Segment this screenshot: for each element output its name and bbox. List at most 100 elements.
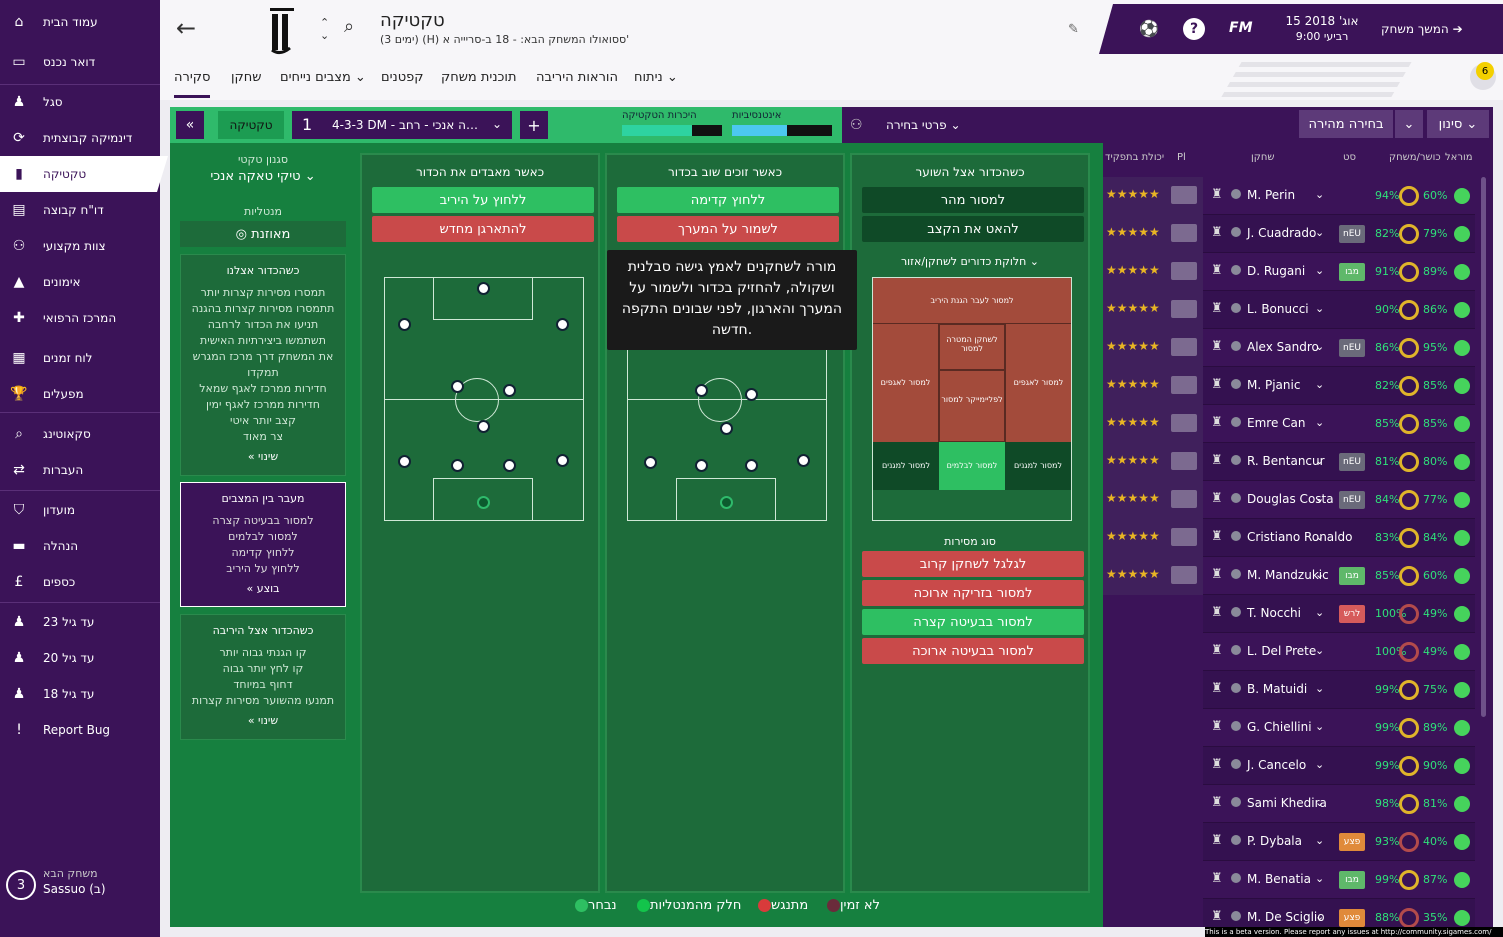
counter-button[interactable]: ללחוץ קדימה — [617, 187, 839, 213]
sidebar-item-medical[interactable]: ✚ המרכז הרפואי — [0, 300, 160, 336]
header-morale[interactable]: מוראל — [1445, 152, 1473, 163]
sidebar-item-report-bug[interactable]: ! Report Bug — [0, 712, 160, 748]
sidebar-item-u23[interactable]: ♟ עד גיל 23 — [0, 604, 160, 640]
info-icon[interactable] — [1231, 759, 1241, 769]
info-icon[interactable] — [1231, 341, 1241, 351]
info-icon[interactable] — [1231, 455, 1241, 465]
player-name[interactable]: J. Cancelo — [1247, 758, 1307, 772]
table-row[interactable]: ★★★★★ ♜ M. Perin ⌄ 94% 60% — [1103, 177, 1475, 215]
chevron-down-icon[interactable]: ⌄ — [1315, 644, 1325, 657]
table-row[interactable]: ♜ M. Benatia ⌄ מבו 99% 87% — [1103, 861, 1475, 899]
header-role-ability[interactable]: יכולת בתפקיד — [1105, 152, 1165, 163]
position-toggle-icon[interactable] — [1171, 300, 1197, 318]
chevron-down-icon[interactable]: ⌄ — [1315, 758, 1325, 771]
sidebar-item-staff[interactable]: ⚇ צוות מקצועי — [0, 228, 160, 264]
add-tactic-button[interactable]: + — [520, 111, 548, 139]
chevron-down-icon[interactable]: ⌄ — [1315, 454, 1325, 467]
table-row[interactable]: ♜ L. Del Prete ⌄ 100% 49% — [1103, 633, 1475, 671]
back-arrow-icon[interactable]: ← — [176, 14, 197, 42]
player-name[interactable]: D. Rugani — [1247, 264, 1306, 278]
chevron-down-icon[interactable]: ⌄ — [1315, 226, 1325, 239]
position-toggle-icon[interactable] — [1171, 566, 1197, 584]
position-toggle-icon[interactable] — [1171, 528, 1197, 546]
transition-card[interactable]: מעבר בין המצבים למסור בבעיטה קצרה למסור ל… — [180, 482, 346, 607]
collapse-icon[interactable]: « — [176, 111, 204, 139]
quick-pick-button[interactable]: בחירה מהירה — [1299, 110, 1393, 138]
chevron-down-icon[interactable]: ⌄ — [1315, 264, 1325, 277]
sidebar-item-training[interactable]: ▲ אימונים — [0, 264, 160, 300]
chevron-down-icon[interactable]: ⌄ — [1315, 378, 1325, 391]
table-row[interactable]: ★★★★★ ♜ R. Bentancur ⌄ nEU 81% 80% — [1103, 443, 1475, 481]
player-name[interactable]: B. Matuidi — [1247, 682, 1308, 696]
tab-captains[interactable]: קפטנים — [381, 70, 424, 85]
info-icon[interactable] — [1231, 227, 1241, 237]
table-row[interactable]: ★★★★★ ♜ M. Mandzukic ⌄ מבו 85% 60% — [1103, 557, 1475, 595]
filter-button[interactable]: סינון ⌄ — [1427, 110, 1489, 138]
slow-pace-button[interactable]: להאט את הקצב — [862, 216, 1084, 242]
sidebar-item-home[interactable]: ⌂ עמוד הבית — [0, 4, 160, 40]
sidebar-item-tactics[interactable]: ▮ טקטיקה — [0, 156, 168, 192]
out-of-possession-card[interactable]: כשהכדור אצל היריבה קו הגנתי גבוה יותר קו … — [180, 614, 346, 740]
table-row[interactable]: ★★★★★ ♜ D. Rugani ⌄ מבו 91% 89% — [1103, 253, 1475, 291]
change-button[interactable]: « שינוי — [247, 450, 279, 463]
chevron-down-icon[interactable]: ⌄ — [1315, 302, 1325, 315]
tactic-selector[interactable]: 1 4-3-3 DM - טיקי טאקה אנכי - רחב ⌄ — [292, 111, 512, 139]
position-toggle-icon[interactable] — [1171, 414, 1197, 432]
chevron-down-icon[interactable]: ⌄ — [1315, 530, 1325, 543]
continue-button[interactable]: המשך משחק ➔ — [1381, 22, 1463, 36]
throw-long-button[interactable]: למסור בזריקה ארוכה — [862, 580, 1084, 606]
sidebar-item-scouting[interactable]: ⌕ סקאוטינג — [0, 416, 160, 452]
chevron-down-icon[interactable]: ⌄ — [1315, 416, 1325, 429]
player-name[interactable]: Emre Can — [1247, 416, 1306, 430]
player-name[interactable]: Douglas Costa — [1247, 492, 1334, 506]
table-row[interactable]: ★★★★★ ♜ L. Bonucci ⌄ 90% 86% — [1103, 291, 1475, 329]
zone-target-man[interactable]: לשחקן המטרה למסור — [939, 324, 1005, 370]
info-icon[interactable] — [1231, 417, 1241, 427]
chevron-down-icon[interactable]: ⌄ — [1315, 682, 1325, 695]
tactic-button[interactable]: טקטיקה — [218, 111, 284, 139]
table-row[interactable]: ♜ T. Nocchi ⌄ לרש 100% 49% — [1103, 595, 1475, 633]
info-icon[interactable] — [1231, 493, 1241, 503]
info-icon[interactable] — [1231, 303, 1241, 313]
regroup-button[interactable]: להתארגן מחדש — [372, 216, 594, 242]
fm-menu-button[interactable]: FM — [1229, 20, 1253, 36]
header-condition[interactable]: כושר/משחק — [1389, 152, 1441, 163]
info-icon[interactable] — [1231, 607, 1241, 617]
zone-centre-backs[interactable]: למסור לבלמים — [939, 442, 1005, 490]
player-name[interactable]: M. Benatia — [1247, 872, 1311, 886]
player-name[interactable]: M. Pjanic — [1247, 378, 1301, 392]
chevron-down-icon[interactable]: ⌄ — [1315, 606, 1325, 619]
network-icon[interactable]: ⚽ — [1139, 19, 1159, 38]
info-icon[interactable] — [1231, 797, 1241, 807]
change-button[interactable]: « שינוי — [247, 714, 279, 727]
sidebar-item-club[interactable]: ⛉ מועדון — [0, 492, 160, 528]
table-row[interactable]: ♜ B. Matuidi ⌄ 99% 75% — [1103, 671, 1475, 709]
table-row[interactable]: ♜ G. Chiellini ⌄ 99% 89% — [1103, 709, 1475, 747]
distribute-quickly-button[interactable]: למסור מהר — [862, 187, 1084, 213]
table-row[interactable]: ★★★★★ ♜ Cristiano Ronaldo ⌄ 83% 84% — [1103, 519, 1475, 557]
table-row[interactable]: ★★★★★ ♜ J. Cuadrado ⌄ nEU 82% 79% — [1103, 215, 1475, 253]
player-name[interactable]: L. Bonucci — [1247, 302, 1309, 316]
up-down-arrows-icon[interactable]: ⌃ ⌄ — [320, 16, 330, 42]
edit-pencil-icon[interactable]: ✎ — [1068, 22, 1079, 37]
player-name[interactable]: M. De Sciglio — [1247, 910, 1325, 924]
table-row[interactable]: ★★★★★ ♜ Douglas Costa ⌄ nEU 84% 77% — [1103, 481, 1475, 519]
info-icon[interactable] — [1231, 683, 1241, 693]
sidebar-item-competitions[interactable]: 🏆 מפעלים — [0, 376, 160, 412]
chevron-down-icon[interactable]: ⌄ — [1315, 834, 1325, 847]
player-name[interactable]: Alex Sandro — [1247, 340, 1319, 354]
tab-opposition-instructions[interactable]: הוראות היריבה — [536, 70, 618, 85]
player-name[interactable]: T. Nocchi — [1247, 606, 1301, 620]
position-toggle-icon[interactable] — [1171, 376, 1197, 394]
info-icon[interactable] — [1231, 531, 1241, 541]
zone-flank-left[interactable]: למסור לאגפים — [873, 324, 939, 442]
info-icon[interactable] — [1231, 721, 1241, 731]
sidebar-item-calendar[interactable]: ▦ לוח זמנים — [0, 340, 160, 376]
player-name[interactable]: L. Del Prete — [1247, 644, 1317, 658]
zone-opposition-defence[interactable]: למסור לעבר הגנת היריב — [873, 278, 1071, 324]
chevron-down-icon[interactable]: ⌄ — [1315, 340, 1325, 353]
info-icon[interactable] — [1231, 379, 1241, 389]
info-icon[interactable] — [1231, 265, 1241, 275]
scrollbar[interactable] — [1481, 177, 1486, 717]
position-toggle-icon[interactable] — [1171, 452, 1197, 470]
